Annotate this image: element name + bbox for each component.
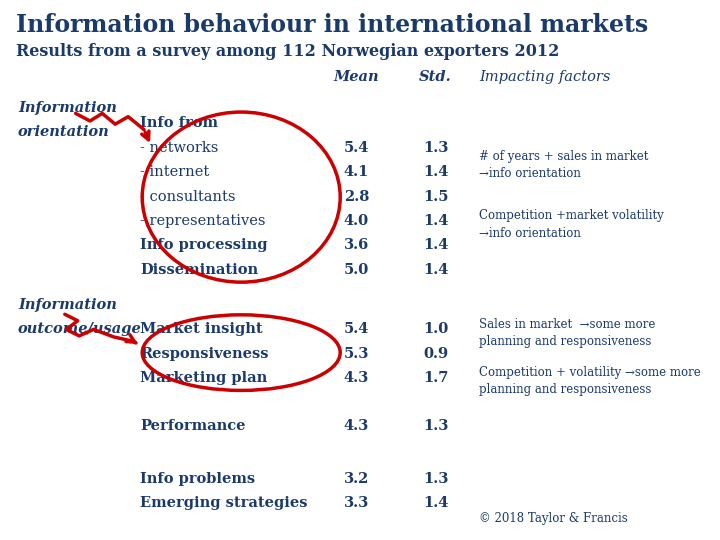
Text: Results from a survey among 112 Norwegian exporters 2012: Results from a survey among 112 Norwegia… [16, 43, 559, 60]
Text: Dissemination: Dissemination [140, 263, 258, 277]
Text: - representatives: - representatives [140, 214, 266, 228]
Text: 1.7: 1.7 [423, 371, 449, 385]
Text: - networks: - networks [140, 141, 219, 155]
Text: Emerging strategies: Emerging strategies [140, 496, 308, 510]
Text: 2.8: 2.8 [343, 190, 369, 204]
Text: Mean: Mean [333, 70, 379, 84]
Text: Information behaviour in international markets: Information behaviour in international m… [16, 14, 648, 37]
Text: - consultants: - consultants [140, 190, 236, 204]
Text: 0.9: 0.9 [423, 347, 448, 361]
Text: © 2018 Taylor & Francis: © 2018 Taylor & Francis [479, 512, 628, 525]
Text: Responsiveness: Responsiveness [140, 347, 269, 361]
Text: 1.3: 1.3 [423, 141, 449, 155]
Text: Information: Information [18, 101, 117, 115]
Text: 1.4: 1.4 [423, 165, 449, 179]
Text: # of years + sales in market: # of years + sales in market [479, 150, 648, 163]
Text: Information: Information [18, 298, 117, 312]
Text: 4.3: 4.3 [343, 371, 369, 385]
Text: 1.4: 1.4 [423, 496, 449, 510]
Text: planning and responsiveness: planning and responsiveness [479, 335, 651, 348]
Text: 1.4: 1.4 [423, 238, 449, 252]
Text: 3.6: 3.6 [343, 238, 369, 252]
Text: Marketing plan: Marketing plan [140, 371, 268, 385]
Text: Info problems: Info problems [140, 472, 256, 486]
Text: Sales in market  →some more: Sales in market →some more [479, 318, 655, 330]
Text: 5.4: 5.4 [343, 322, 369, 336]
Text: →info orientation: →info orientation [479, 167, 580, 180]
Text: orientation: orientation [18, 125, 109, 139]
Text: 4.1: 4.1 [343, 165, 369, 179]
Text: Info processing: Info processing [140, 238, 268, 252]
Text: 3.2: 3.2 [343, 472, 369, 486]
Text: 4.0: 4.0 [344, 214, 369, 228]
Text: 1.4: 1.4 [423, 214, 449, 228]
Text: Market insight: Market insight [140, 322, 263, 336]
Text: Impacting factors: Impacting factors [479, 70, 610, 84]
Text: 5.0: 5.0 [343, 263, 369, 277]
Text: 5.4: 5.4 [343, 141, 369, 155]
Text: 5.3: 5.3 [343, 347, 369, 361]
Text: - internet: - internet [140, 165, 210, 179]
Text: Competition + volatility →some more: Competition + volatility →some more [479, 366, 701, 379]
Text: 1.5: 1.5 [423, 190, 449, 204]
Text: 1.3: 1.3 [423, 472, 449, 486]
Text: 1.4: 1.4 [423, 263, 449, 277]
Text: Competition +market volatility: Competition +market volatility [479, 210, 664, 222]
Text: →info orientation: →info orientation [479, 227, 580, 240]
Text: outcome/usage: outcome/usage [18, 322, 142, 336]
Text: Performance: Performance [140, 418, 246, 433]
Text: 1.3: 1.3 [423, 418, 449, 433]
Text: Info from: Info from [140, 116, 218, 130]
Text: 4.3: 4.3 [343, 418, 369, 433]
Text: planning and responsiveness: planning and responsiveness [479, 383, 651, 396]
Text: 3.3: 3.3 [343, 496, 369, 510]
Text: Std.: Std. [419, 70, 452, 84]
Text: 1.0: 1.0 [423, 322, 449, 336]
